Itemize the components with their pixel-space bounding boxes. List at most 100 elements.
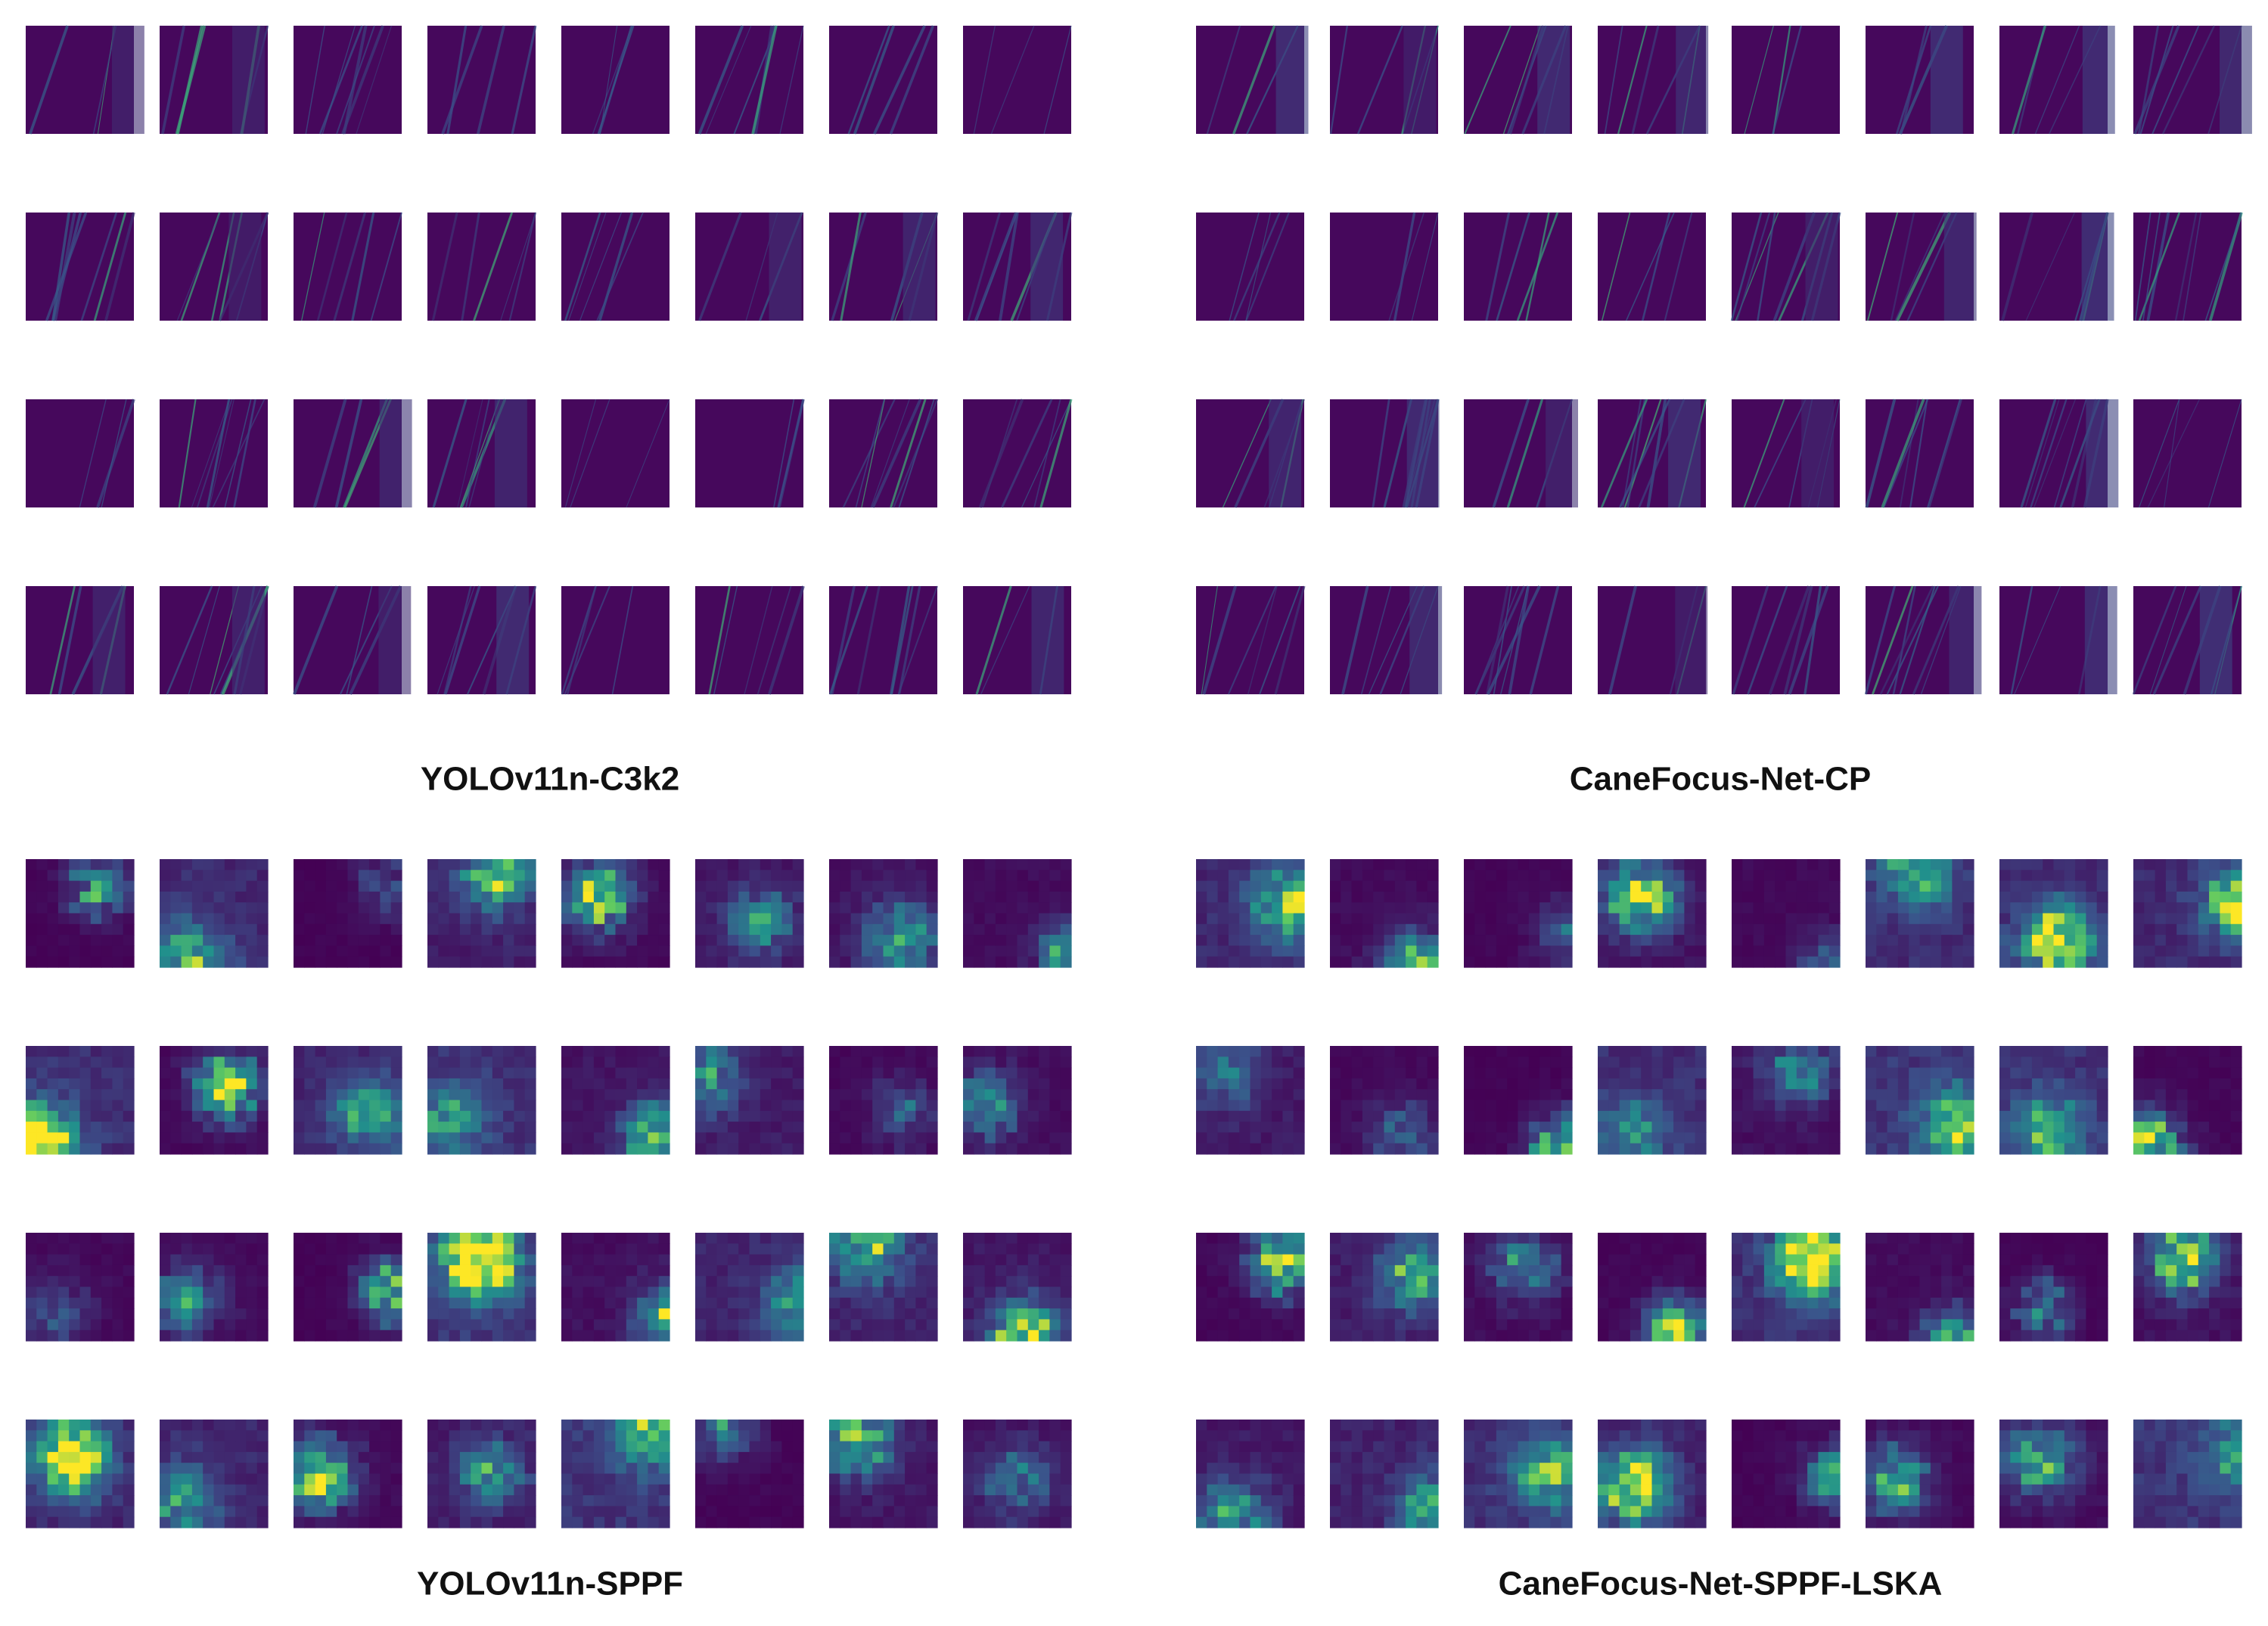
activation-cell [1876, 923, 1888, 936]
feature-streak [233, 399, 256, 508]
activation-cell [2144, 902, 2156, 914]
activation-cell [706, 1143, 718, 1155]
activation-cell [36, 1233, 48, 1244]
activation-cell [561, 1308, 573, 1320]
activation-cell [905, 880, 916, 892]
activation-cell [1775, 945, 1787, 957]
activation-cell [1027, 1078, 1039, 1090]
activation-cell [695, 1297, 707, 1309]
activation-cell [315, 891, 327, 903]
activation-cell [727, 1441, 739, 1453]
activation-cell [203, 913, 215, 925]
activation-cell [561, 1057, 573, 1069]
activation-cell [1017, 1495, 1029, 1507]
activation-cell [160, 1276, 171, 1288]
activation-cell [872, 1276, 884, 1288]
activation-cell [1651, 1046, 1664, 1057]
activation-cell [1196, 870, 1207, 882]
activation-cell [963, 1506, 974, 1518]
activation-cell [1651, 859, 1664, 870]
activation-cell [995, 1319, 1007, 1331]
activation-cell [840, 945, 852, 957]
activation-cell [2010, 902, 2022, 914]
activation-cell [883, 1420, 895, 1431]
activation-cell [1550, 1089, 1562, 1101]
texture-region [2086, 399, 2119, 507]
activation-cell [1876, 859, 1888, 870]
activation-cell [883, 1122, 895, 1133]
activation-cell [984, 923, 996, 936]
activation-cell [380, 1122, 392, 1133]
activation-cell [57, 1330, 70, 1342]
feature-streak [1900, 25, 1928, 135]
feature-streak [579, 212, 623, 321]
activation-cell [850, 1430, 862, 1442]
activation-cell [492, 1122, 504, 1133]
activation-cell [2209, 935, 2220, 946]
activation-cell [1941, 913, 1953, 925]
activation-cell [47, 1110, 59, 1122]
activation-cell [872, 1319, 884, 1331]
activation-cell [503, 1441, 514, 1453]
feature-map-tile [293, 585, 412, 695]
activation-cell [203, 1420, 215, 1431]
activation-cell [2176, 859, 2189, 870]
activation-cell [727, 1046, 739, 1057]
activation-cell [427, 1122, 439, 1133]
activation-cell [294, 1264, 305, 1277]
activation-cell [1763, 1100, 1776, 1112]
activation-cell [872, 923, 884, 936]
activation-cell [1027, 935, 1039, 946]
activation-cell [572, 1264, 584, 1277]
activation-cell [926, 1516, 938, 1528]
activation-cell [1507, 1089, 1519, 1101]
activation-cell [380, 1243, 392, 1255]
activation-cell [90, 1143, 102, 1155]
activation-cell [213, 1243, 225, 1255]
activation-cell [235, 913, 247, 925]
activation-cell [2165, 913, 2177, 925]
activation-cell [1027, 902, 1039, 914]
activation-cell [503, 923, 514, 936]
activation-cell [1561, 1110, 1573, 1122]
activation-cell [57, 1286, 70, 1299]
activation-cell [1662, 1078, 1674, 1090]
activation-cell [716, 1506, 729, 1518]
activation-cell [203, 859, 215, 870]
feature-streak [2132, 585, 2177, 695]
activation-cell [637, 1100, 648, 1112]
activation-cell [2144, 913, 2156, 925]
activation-cell [1528, 1067, 1540, 1079]
activation-cell [1695, 1067, 1707, 1079]
activation-cell [1485, 1110, 1497, 1122]
activation-cell [181, 1046, 193, 1057]
activation-cell [235, 1057, 247, 1069]
feature-map-tile [1464, 399, 1578, 508]
activation-cell [191, 1297, 203, 1309]
activation-cell [380, 870, 392, 882]
activation-cell [337, 1330, 349, 1342]
activation-cell [26, 1430, 37, 1442]
activation-cell [695, 902, 707, 914]
activation-cell [449, 1420, 461, 1431]
activation-cell [637, 923, 648, 936]
activation-cell [1330, 923, 1341, 936]
feature-map-tile [1732, 25, 1840, 135]
activation-cell [325, 1067, 337, 1079]
feature-map-tile [695, 212, 803, 321]
activation-cell [1550, 1078, 1562, 1090]
activation-cell [1785, 870, 1797, 882]
activation-cell [604, 1441, 617, 1453]
activation-cell [1684, 1100, 1696, 1112]
feature-map-tile [26, 399, 135, 508]
activation-cell [1049, 1451, 1061, 1463]
activation-cell [872, 1297, 884, 1309]
activation-cell [1060, 1057, 1072, 1069]
activation-cell [101, 1516, 113, 1528]
feature-map-tile [427, 212, 537, 321]
activation-cell [390, 1473, 402, 1485]
activation-cell [1796, 902, 1808, 914]
activation-cell [235, 923, 247, 936]
activation-cell [1250, 935, 1262, 946]
activation-cell [304, 1046, 316, 1057]
